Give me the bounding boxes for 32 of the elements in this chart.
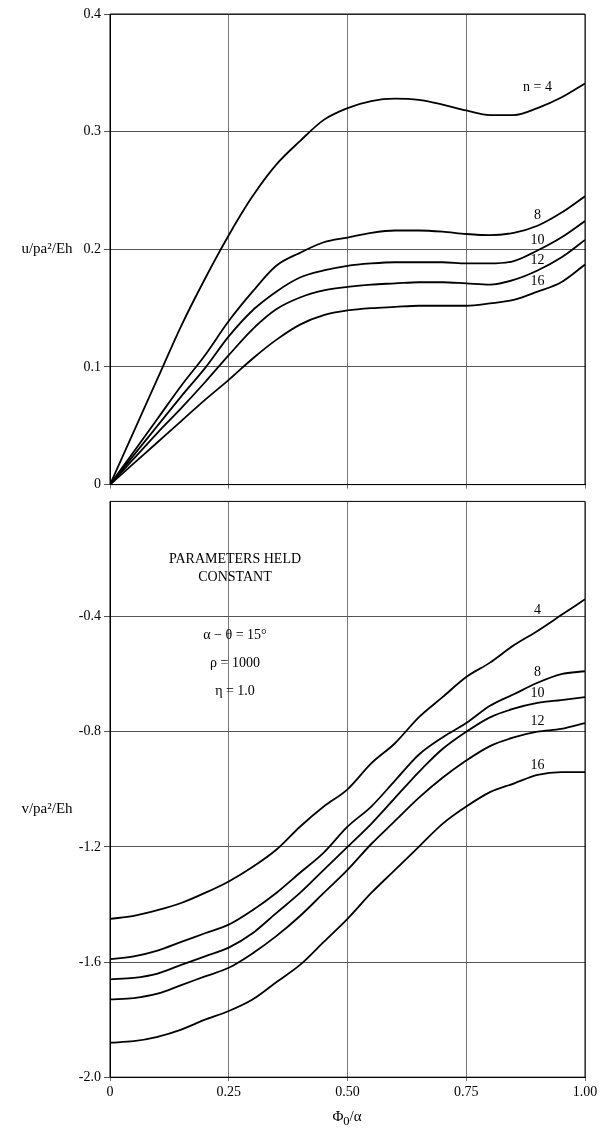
y-tick-label: 0.2: [83, 240, 101, 256]
annotation: ρ = 1000: [209, 654, 261, 672]
y-tick-label: 0.4: [83, 5, 101, 21]
y-axis-title: v/pa²/Eh: [20, 800, 74, 817]
y-tick-label: -1.6: [78, 953, 101, 969]
x-tick-label: 0.75: [454, 1084, 479, 1100]
series-label: 10: [530, 684, 545, 700]
series-label: 16: [530, 756, 545, 772]
x-tick-label: 1.00: [572, 1084, 598, 1100]
series-label: 12: [530, 252, 545, 268]
y-tick-label: 0.3: [83, 123, 101, 139]
y-tick-label: 0.1: [83, 358, 101, 374]
y-tick-label: -1.2: [78, 838, 101, 854]
y-tick-label: 0: [94, 476, 101, 492]
series-label: 8: [534, 207, 541, 223]
x-axis-title: Φ$_{0}$/α: [331, 1108, 363, 1129]
series-label: 16: [530, 273, 545, 289]
y-tick-label: -2.0: [78, 1068, 101, 1084]
series-label: 8: [534, 664, 541, 680]
series-label: 12: [530, 713, 545, 729]
x-tick-label: 0: [106, 1084, 114, 1100]
annotation: PARAMETERS HELD CONSTANT: [167, 550, 303, 586]
x-tick-label: 0.50: [335, 1084, 360, 1100]
annotation: α − θ = 15°: [202, 626, 268, 644]
y-axis-title: u/pa²/Eh: [21, 240, 73, 256]
annotation: η = 1.0: [214, 682, 256, 700]
x-tick-label: 0.25: [216, 1084, 241, 1100]
y-tick-label: -0.4: [78, 608, 101, 624]
series-label: n = 4: [523, 78, 552, 94]
y-tick-label: -0.8: [78, 723, 101, 739]
series-label: 10: [530, 232, 545, 248]
series-label: 4: [534, 601, 541, 617]
